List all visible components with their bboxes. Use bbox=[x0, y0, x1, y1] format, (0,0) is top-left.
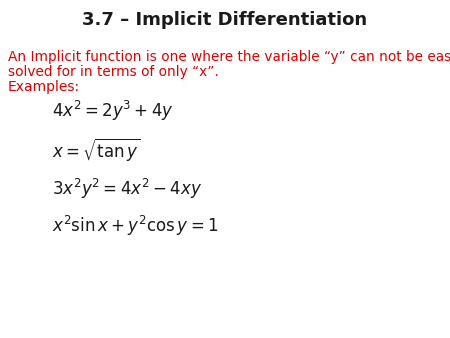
Text: Examples:: Examples: bbox=[8, 80, 80, 94]
Text: solved for in terms of only “x”.: solved for in terms of only “x”. bbox=[8, 65, 219, 79]
Text: An Implicit function is one where the variable “y” can not be easily: An Implicit function is one where the va… bbox=[8, 50, 450, 64]
Text: $3x^2y^2 = 4x^2 - 4xy$: $3x^2y^2 = 4x^2 - 4xy$ bbox=[52, 177, 202, 201]
Text: 3.7 – Implicit Differentiation: 3.7 – Implicit Differentiation bbox=[82, 11, 368, 29]
Text: $x = \sqrt{\tan y}$: $x = \sqrt{\tan y}$ bbox=[52, 137, 140, 164]
Text: $x^2 \sin x + y^2 \cos y = 1$: $x^2 \sin x + y^2 \cos y = 1$ bbox=[52, 214, 218, 238]
Text: $4x^2 = 2y^3 + 4y$: $4x^2 = 2y^3 + 4y$ bbox=[52, 99, 173, 123]
